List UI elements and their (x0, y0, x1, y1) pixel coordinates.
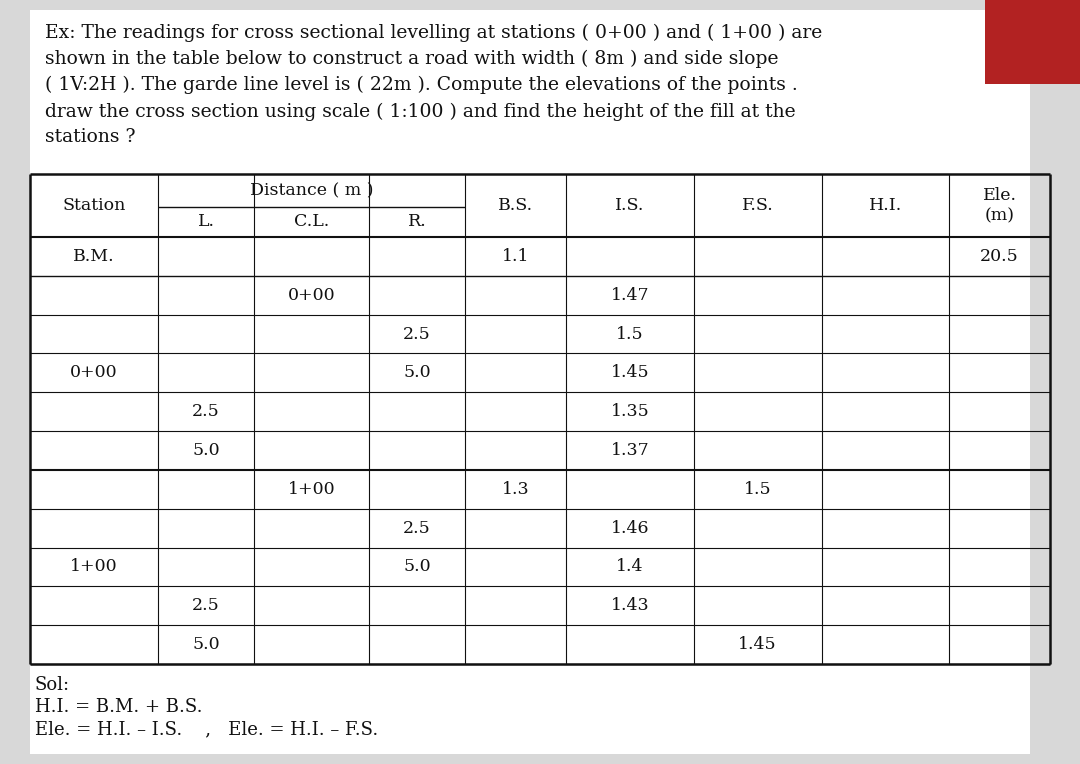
Text: Ele.
(m): Ele. (m) (983, 186, 1016, 225)
Text: 2.5: 2.5 (192, 597, 220, 614)
Text: B.M.: B.M. (73, 248, 114, 265)
Text: Ele. = H.I. – I.S.    ,   Ele. = H.I. – F.S.: Ele. = H.I. – I.S. , Ele. = H.I. – F.S. (35, 720, 378, 738)
Text: B.S.: B.S. (498, 197, 534, 214)
Text: F.S.: F.S. (742, 197, 773, 214)
Bar (985, 0, 1080, 84)
Text: L.: L. (198, 213, 215, 231)
Text: 1.45: 1.45 (739, 636, 777, 653)
Text: R.: R. (407, 213, 427, 231)
Text: 20.5: 20.5 (981, 248, 1018, 265)
Text: Ex: The readings for cross sectional levelling at stations ( 0+00 ) and ( 1+00 ): Ex: The readings for cross sectional lev… (45, 24, 822, 146)
Text: H.I.: H.I. (868, 197, 902, 214)
Text: 1+00: 1+00 (287, 481, 336, 498)
Text: I.S.: I.S. (616, 197, 645, 214)
Text: 1.46: 1.46 (611, 520, 649, 536)
Text: 1.47: 1.47 (610, 286, 649, 304)
Text: Station: Station (63, 197, 125, 214)
Text: 5.0: 5.0 (192, 636, 220, 653)
Text: H.I. = B.M. + B.S.: H.I. = B.M. + B.S. (35, 698, 203, 716)
Text: 1.5: 1.5 (744, 481, 771, 498)
Text: 2.5: 2.5 (403, 520, 431, 536)
Text: 2.5: 2.5 (403, 325, 431, 342)
Text: 5.0: 5.0 (403, 558, 431, 575)
Text: 5.0: 5.0 (192, 442, 220, 459)
Text: 1.3: 1.3 (502, 481, 529, 498)
Text: Distance ( m ): Distance ( m ) (249, 182, 374, 199)
Text: 5.0: 5.0 (403, 364, 431, 381)
Text: Sol:: Sol: (35, 676, 70, 694)
Text: 1.37: 1.37 (610, 442, 649, 459)
Text: 1.4: 1.4 (617, 558, 644, 575)
Text: C.L.: C.L. (294, 213, 329, 231)
Text: 1.5: 1.5 (617, 325, 644, 342)
Text: 2.5: 2.5 (192, 403, 220, 420)
Text: 1.43: 1.43 (610, 597, 649, 614)
Text: 1+00: 1+00 (70, 558, 118, 575)
Text: 1.35: 1.35 (610, 403, 649, 420)
Text: 1.1: 1.1 (502, 248, 529, 265)
Text: 0+00: 0+00 (287, 286, 336, 304)
Text: 0+00: 0+00 (70, 364, 118, 381)
Text: 1.45: 1.45 (610, 364, 649, 381)
